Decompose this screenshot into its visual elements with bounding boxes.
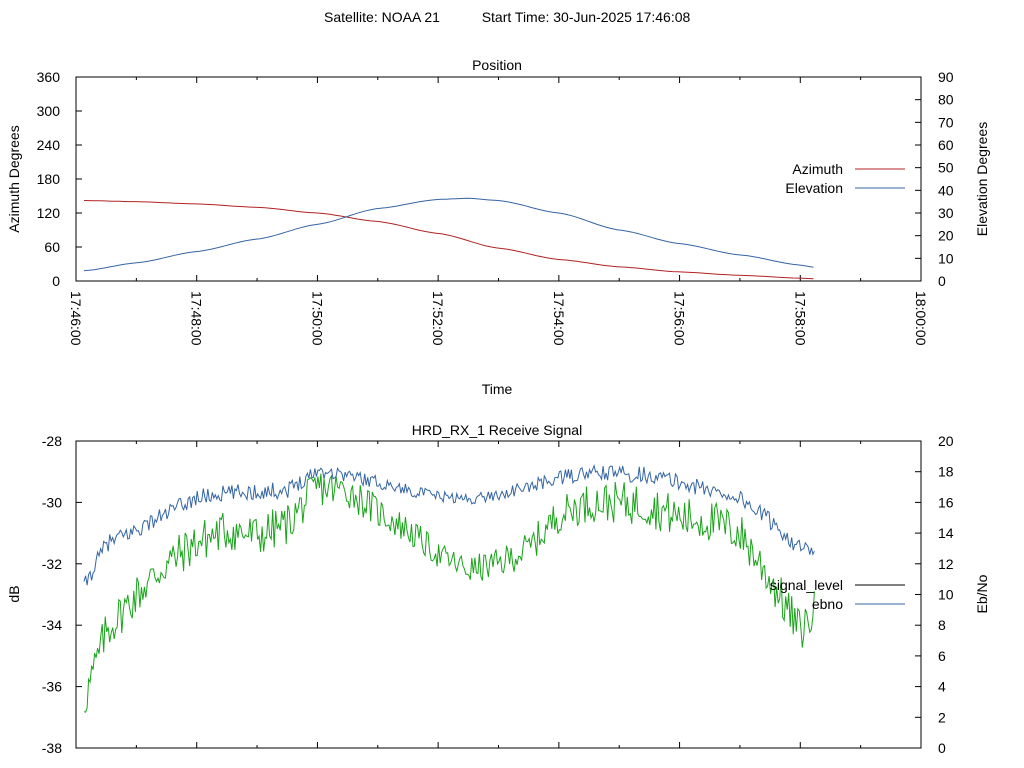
legend-elevation-label: Elevation xyxy=(785,180,843,196)
signal-y-tick-label: -28 xyxy=(42,433,62,449)
position-y2-tick-label: 20 xyxy=(938,228,954,244)
signal-y-tick-label: -32 xyxy=(42,556,62,572)
position-x-tick-label: 17:48:00 xyxy=(189,291,205,346)
legend-azimuth-label: Azimuth xyxy=(792,161,843,177)
signal-y2-tick-label: 10 xyxy=(938,587,954,603)
position-title: Position xyxy=(472,57,522,73)
signal-y-axis-label: dB xyxy=(6,585,22,602)
elevation-series-line xyxy=(83,197,814,272)
position-x-tick-label: 17:50:00 xyxy=(309,291,325,346)
position-y-tick-label: 180 xyxy=(37,171,61,187)
signal-y-tick-label: -34 xyxy=(42,617,62,633)
position-x-tick-label: 17:54:00 xyxy=(551,291,567,346)
signal-y2-tick-label: 20 xyxy=(938,433,954,449)
position-x-tick-label: 17:52:00 xyxy=(430,291,446,346)
position-y-axis-label: Azimuth Degrees xyxy=(6,125,22,232)
signal-title: HRD_RX_1 Receive Signal xyxy=(412,422,582,438)
position-x-tick-label: 17:46:00 xyxy=(68,291,84,346)
signal-level-series-line xyxy=(83,473,815,713)
signal-y2-tick-label: 4 xyxy=(938,679,946,695)
signal-y-tick-label: -30 xyxy=(42,494,62,510)
signal-y2-tick-labels: 0 2 4 6 8 10 12 14 16 18 20 xyxy=(938,433,954,756)
signal-y2-tick-label: 2 xyxy=(938,709,946,725)
position-y2-axis-label: Elevation Degrees xyxy=(974,122,990,236)
signal-y-tick-label: -38 xyxy=(42,740,62,756)
start-time-label: Start Time: 30-Jun-2025 17:46:08 xyxy=(482,9,691,25)
legend-signal-label: signal_level xyxy=(770,577,843,593)
signal-y2-tick-label: 12 xyxy=(938,556,954,572)
signal-y2-tick-label: 16 xyxy=(938,494,954,510)
signal-y2-axis-label: Eb/No xyxy=(974,574,990,613)
position-y-tick-label: 300 xyxy=(37,103,61,119)
position-x-tick-label: 18:00:00 xyxy=(913,291,929,346)
signal-y2-tick-label: 18 xyxy=(938,464,954,480)
position-x-tick-labels: 17:46:00 17:48:00 17:50:00 17:52:00 17:54:00… xyxy=(68,291,929,346)
signal-chart: HRD_RX_1 Receive Signal -38-36-34-32-30-… xyxy=(6,422,990,756)
signal-y2-tick-label: 0 xyxy=(938,740,946,756)
position-y2-tick-label: 60 xyxy=(938,137,954,153)
position-y2-tick-labels: 0 10 20 30 40 50 60 70 80 90 xyxy=(938,69,954,289)
position-y-tick-label: 60 xyxy=(44,239,60,255)
signal-y2-tick-label: 14 xyxy=(938,525,954,541)
position-y-tick-label: 0 xyxy=(52,273,60,289)
signal-plot-frame xyxy=(75,440,922,749)
position-y-tick-label: 360 xyxy=(37,69,61,85)
position-y2-tick-label: 40 xyxy=(938,182,954,198)
legend-ebno-label: ebno xyxy=(812,596,843,612)
signal-ticks xyxy=(75,440,922,749)
position-y2-tick-label: 10 xyxy=(938,250,954,266)
position-y-tick-label: 120 xyxy=(37,205,61,221)
position-x-tick-label: 17:58:00 xyxy=(792,291,808,346)
position-ticks xyxy=(75,76,922,282)
position-y-tick-labels: 0 60 120 180 240 300 360 xyxy=(37,69,61,289)
signal-y-tick-label: -36 xyxy=(42,679,62,695)
position-x-tick-label: 17:56:00 xyxy=(672,291,688,346)
signal-y-tick-labels: -38 -36 -34 -32 -30 -28 xyxy=(42,433,62,756)
signal-y2-tick-label: 6 xyxy=(938,648,946,664)
position-y2-tick-label: 30 xyxy=(938,205,954,221)
azimuth-series-line xyxy=(83,200,814,280)
position-x-axis-label: Time xyxy=(482,381,513,397)
ebno-series-line xyxy=(83,464,815,586)
position-y2-tick-label: 80 xyxy=(938,92,954,108)
satellite-label: Satellite: NOAA 21 xyxy=(324,9,440,25)
position-y2-tick-label: 50 xyxy=(938,160,954,176)
position-y2-tick-label: 90 xyxy=(938,69,954,85)
position-y-tick-label: 240 xyxy=(37,137,61,153)
position-chart: Position 0 60 120 180 240 300 360 0 10 20 30 40 50 6… xyxy=(6,57,990,397)
position-y2-tick-label: 70 xyxy=(938,114,954,130)
position-y2-tick-label: 0 xyxy=(938,273,946,289)
signal-y2-tick-label: 8 xyxy=(938,617,946,633)
